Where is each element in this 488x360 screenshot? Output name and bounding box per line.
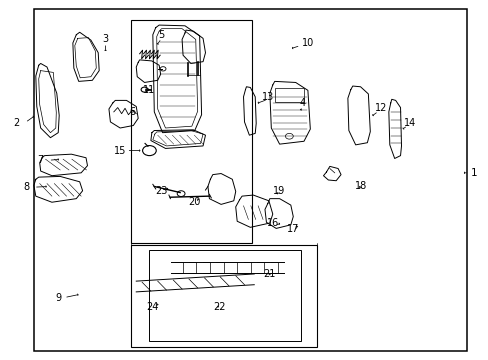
- Text: 9: 9: [55, 293, 61, 303]
- Text: 14: 14: [404, 118, 416, 128]
- Text: 7: 7: [38, 155, 44, 165]
- Text: 10: 10: [301, 38, 313, 48]
- Text: 21: 21: [263, 269, 276, 279]
- Text: 5: 5: [158, 30, 164, 40]
- Text: 12: 12: [374, 103, 386, 113]
- Text: 16: 16: [266, 218, 278, 228]
- Text: 3: 3: [102, 35, 108, 44]
- Text: 4: 4: [299, 98, 305, 108]
- Bar: [274, 88, 304, 102]
- Text: 8: 8: [23, 182, 29, 192]
- Text: 24: 24: [146, 302, 159, 312]
- Text: 20: 20: [188, 197, 201, 207]
- Text: 13: 13: [261, 92, 273, 102]
- Text: 2: 2: [14, 118, 20, 128]
- Bar: [131, 244, 316, 347]
- Text: 6: 6: [129, 107, 135, 117]
- Text: 11: 11: [143, 85, 155, 95]
- Bar: [34, 9, 466, 351]
- Bar: [131, 21, 252, 243]
- Text: 22: 22: [212, 302, 225, 312]
- Text: 15: 15: [114, 145, 126, 156]
- Text: 19: 19: [272, 186, 284, 196]
- Text: 17: 17: [286, 225, 299, 234]
- Text: 23: 23: [155, 186, 167, 196]
- Bar: [149, 250, 300, 341]
- Text: 1: 1: [469, 168, 476, 178]
- Text: 18: 18: [355, 181, 367, 192]
